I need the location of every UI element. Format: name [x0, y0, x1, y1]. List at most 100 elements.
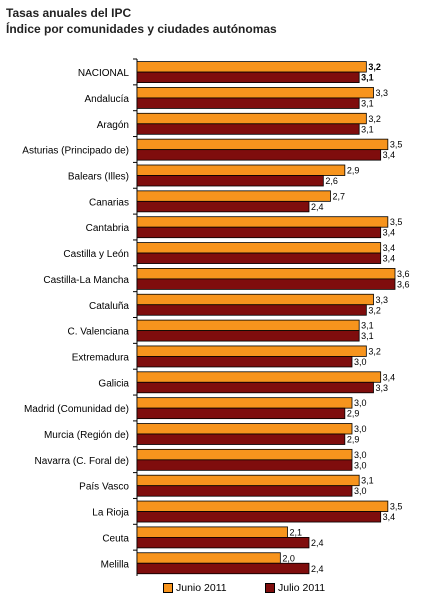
- bar-julio-extremadura: [136, 356, 353, 368]
- bar-junio-c-valenciana: [136, 319, 360, 332]
- data-label-junio-murcia-region-de: 3,0: [354, 424, 367, 434]
- category-label-murcia-region-de: Murcia (Región de): [44, 430, 129, 441]
- bar-julio-andalucia: [136, 97, 360, 109]
- data-label-junio-madrid-comunidad-de: 3,0: [354, 398, 367, 408]
- data-label-junio-melilla: 2,0: [282, 553, 295, 563]
- bar-junio-nacional: [136, 61, 367, 73]
- data-label-julio-madrid-comunidad-de: 2,9: [347, 409, 360, 419]
- data-label-junio-la-rioja: 3,5: [390, 502, 403, 512]
- bar-junio-melilla: [136, 552, 281, 564]
- data-label-julio-galicia: 3,3: [376, 383, 389, 393]
- data-label-julio-castilla-la-mancha: 3,6: [397, 279, 410, 289]
- bar-junio-canarias: [136, 190, 331, 202]
- category-label-galicia: Galicia: [98, 378, 129, 389]
- data-label-junio-cantabria: 3,5: [390, 217, 403, 227]
- bar-julio-melilla: [136, 562, 310, 575]
- legend-item-junio: Junio 2011: [163, 582, 227, 594]
- category-label-cantabria: Cantabria: [86, 223, 130, 234]
- bar-junio-cantabria: [136, 216, 389, 228]
- bar-junio-andalucia: [136, 87, 374, 99]
- category-label-melilla: Melilla: [101, 559, 130, 570]
- data-label-junio-balears-illes: 2,9: [347, 166, 360, 176]
- category-label-la-rioja: La Rioja: [92, 508, 129, 519]
- data-label-julio-cataluna: 3,2: [368, 305, 381, 315]
- data-label-junio-navarra-c-foral-de: 3,0: [354, 450, 367, 460]
- category-label-ceuta: Ceuta: [102, 533, 129, 544]
- data-label-julio-ceuta: 2,4: [311, 538, 324, 548]
- category-label-castilla-la-mancha: Castilla-La Mancha: [43, 275, 129, 286]
- bar-junio-la-rioja: [136, 500, 389, 512]
- data-label-junio-castilla-y-leon: 3,4: [383, 243, 396, 253]
- data-label-julio-la-rioja: 3,4: [383, 512, 396, 522]
- bar-julio-madrid-comunidad-de: [136, 407, 346, 420]
- legend-item-julio: Julio 2011: [265, 582, 325, 594]
- bar-julio-ceuta: [136, 537, 310, 549]
- data-label-junio-pais-vasco: 3,1: [361, 476, 374, 486]
- bar-junio-balears-illes: [136, 164, 346, 176]
- data-label-julio-c-valenciana: 3,1: [361, 331, 374, 341]
- data-label-julio-navarra-c-foral-de: 3,0: [354, 460, 367, 470]
- legend-swatch-julio: [265, 583, 275, 593]
- data-label-julio-canarias: 2,4: [311, 202, 324, 212]
- bar-julio-galicia: [136, 381, 374, 394]
- bar-junio-pais-vasco: [136, 474, 360, 487]
- bar-julio-cantabria: [136, 226, 382, 239]
- chart-subtitle: Índice por comunidades y ciudades autóno…: [6, 22, 277, 36]
- chart-title: Tasas anuales del IPC: [6, 6, 132, 20]
- bar-junio-murcia-region-de: [136, 423, 353, 435]
- category-label-balears-illes: Balears (Illes): [68, 172, 129, 183]
- legend-label-junio: Junio 2011: [176, 582, 227, 594]
- data-label-julio-cantabria: 3,4: [383, 228, 396, 238]
- bar-junio-galicia: [136, 371, 382, 383]
- data-label-julio-murcia-region-de: 2,9: [347, 435, 360, 445]
- category-label-asturias-principado-de: Asturias (Principado de): [22, 146, 129, 157]
- category-label-pais-vasco: País Vasco: [79, 482, 129, 493]
- bar-julio-nacional: [136, 71, 360, 83]
- category-label-andalucia: Andalucía: [85, 94, 130, 105]
- data-label-junio-galicia: 3,4: [383, 372, 396, 382]
- bar-julio-balears-illes: [136, 175, 324, 187]
- data-label-julio-pais-vasco: 3,0: [354, 486, 367, 496]
- category-label-navarra-c-foral-de: Navarra (C. Foral de): [35, 456, 129, 467]
- data-label-junio-extremadura: 3,2: [368, 346, 381, 356]
- bar-julio-pais-vasco: [136, 485, 353, 497]
- category-label-c-valenciana: C. Valenciana: [67, 327, 129, 338]
- legend-label-julio: Julio 2011: [278, 582, 326, 594]
- data-label-junio-castilla-la-mancha: 3,6: [397, 269, 410, 279]
- bar-julio-c-valenciana: [136, 330, 360, 342]
- data-label-junio-asturias-principado-de: 3,5: [390, 140, 403, 150]
- data-label-junio-canarias: 2,7: [333, 191, 346, 201]
- bar-junio-extremadura: [136, 345, 367, 357]
- bar-junio-asturias-principado-de: [136, 138, 389, 151]
- bar-julio-navarra-c-foral-de: [136, 459, 353, 471]
- bar-julio-castilla-y-leon: [136, 252, 382, 264]
- data-label-junio-nacional: 3,2: [368, 62, 381, 72]
- bar-julio-asturias-principado-de: [136, 149, 382, 161]
- category-label-extremadura: Extremadura: [72, 352, 130, 363]
- data-label-julio-balears-illes: 2,6: [325, 176, 338, 186]
- data-label-junio-cataluna: 3,3: [376, 295, 389, 305]
- data-label-julio-nacional: 3,1: [361, 73, 374, 83]
- category-label-madrid-comunidad-de: Madrid (Comunidad de): [24, 404, 129, 415]
- bar-junio-navarra-c-foral-de: [136, 448, 353, 461]
- data-label-junio-andalucia: 3,3: [376, 88, 389, 98]
- bar-julio-canarias: [136, 200, 310, 213]
- bar-junio-ceuta: [136, 526, 288, 538]
- category-label-aragon: Aragón: [97, 120, 129, 131]
- category-label-castilla-y-leon: Castilla y León: [63, 249, 129, 260]
- bar-junio-aragon: [136, 112, 367, 125]
- bar-julio-aragon: [136, 123, 360, 135]
- bar-julio-la-rioja: [136, 511, 382, 523]
- data-label-junio-ceuta: 2,1: [290, 527, 303, 537]
- bar-junio-castilla-la-mancha: [136, 267, 396, 280]
- data-label-julio-melilla: 2,4: [311, 564, 324, 574]
- data-label-julio-aragon: 3,1: [361, 124, 374, 134]
- legend-swatch-junio: [163, 583, 173, 593]
- bar-junio-madrid-comunidad-de: [136, 397, 353, 409]
- bar-julio-cataluna: [136, 304, 367, 316]
- category-label-nacional: NACIONAL: [78, 68, 130, 79]
- category-label-cataluna: Cataluña: [89, 301, 129, 312]
- data-label-julio-castilla-y-leon: 3,4: [383, 254, 396, 264]
- bar-junio-castilla-y-leon: [136, 242, 382, 254]
